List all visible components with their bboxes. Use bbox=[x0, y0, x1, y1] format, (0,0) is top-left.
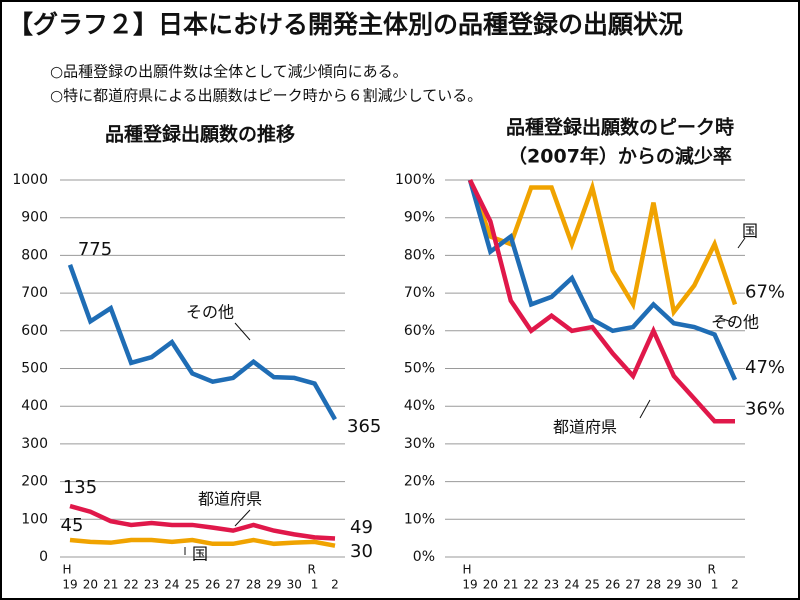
x-tick-label: 23 bbox=[544, 578, 559, 592]
era-label: R bbox=[307, 563, 315, 577]
x-tick-label: 27 bbox=[625, 578, 640, 592]
leader-line bbox=[639, 399, 651, 419]
x-tick-label: 24 bbox=[164, 578, 179, 592]
y-tick-label: 100 bbox=[21, 511, 48, 527]
x-tick-label: 29 bbox=[666, 578, 681, 592]
y-tick-label: 10% bbox=[404, 511, 435, 527]
era-label: H bbox=[62, 563, 71, 577]
series-label: 都道府県 bbox=[553, 418, 617, 437]
x-tick-label: 2 bbox=[331, 578, 339, 592]
x-tick-label: 25 bbox=[185, 578, 200, 592]
y-tick-label: 60% bbox=[404, 323, 435, 339]
chart-title: 品種登録出願数の推移 bbox=[105, 123, 295, 146]
series-line bbox=[69, 537, 336, 548]
data-label: 45 bbox=[61, 515, 84, 536]
y-tick-label: 20% bbox=[404, 474, 435, 490]
x-tick-label: 29 bbox=[266, 578, 281, 592]
y-tick-label: 700 bbox=[21, 285, 48, 301]
data-label: 36% bbox=[745, 398, 785, 419]
y-tick-label: 40% bbox=[404, 398, 435, 414]
note: ○特に都道府県による出願数はピーク時から６割減少している。 bbox=[50, 87, 482, 105]
y-tick-label: 600 bbox=[21, 323, 48, 339]
series-line bbox=[69, 503, 336, 541]
x-tick-label: 1 bbox=[311, 578, 319, 592]
x-tick-label: 21 bbox=[103, 578, 118, 592]
series-label: 都道府県 bbox=[198, 490, 262, 509]
leader-line bbox=[719, 317, 736, 324]
data-label: 67% bbox=[745, 281, 785, 302]
chart-title: （2007年）からの減少率 bbox=[508, 145, 732, 168]
y-tick-label: 200 bbox=[21, 474, 48, 490]
y-tick-label: 100% bbox=[395, 172, 435, 188]
x-tick-label: 23 bbox=[144, 578, 159, 592]
y-tick-label: 0% bbox=[413, 549, 435, 565]
x-tick-label: 2 bbox=[731, 578, 739, 592]
data-label: 47% bbox=[745, 357, 785, 378]
x-tick-label: 22 bbox=[524, 578, 539, 592]
series-label: 国 bbox=[742, 222, 758, 241]
y-tick-label: 800 bbox=[21, 247, 48, 263]
series-line bbox=[467, 179, 738, 381]
x-tick-label: 19 bbox=[462, 578, 477, 592]
x-tick-label: 27 bbox=[225, 578, 240, 592]
series-label: 国 bbox=[192, 545, 208, 564]
x-tick-label: 25 bbox=[585, 578, 600, 592]
series-line bbox=[467, 179, 738, 318]
data-label: 135 bbox=[63, 477, 97, 498]
leader-line bbox=[234, 509, 251, 527]
series-label: その他 bbox=[711, 313, 759, 332]
x-tick-label: 30 bbox=[287, 578, 302, 592]
x-tick-label: 30 bbox=[687, 578, 702, 592]
series-line bbox=[467, 179, 735, 424]
y-tick-label: 900 bbox=[21, 210, 48, 226]
x-tick-label: 28 bbox=[246, 578, 261, 592]
y-tick-label: 90% bbox=[404, 210, 435, 226]
y-tick-label: 50% bbox=[404, 361, 435, 377]
page-title: 【グラフ２】日本における開発主体別の品種登録の出願状況 bbox=[8, 10, 683, 39]
x-tick-label: 20 bbox=[483, 578, 498, 592]
y-tick-label: 1000 bbox=[12, 172, 48, 188]
y-tick-label: 70% bbox=[404, 285, 435, 301]
series-label: その他 bbox=[186, 303, 234, 322]
data-label: 775 bbox=[78, 239, 112, 260]
x-tick-label: 24 bbox=[564, 578, 579, 592]
x-tick-label: 21 bbox=[503, 578, 518, 592]
x-tick-label: 19 bbox=[62, 578, 77, 592]
leader-line bbox=[234, 322, 251, 341]
y-tick-label: 30% bbox=[404, 436, 435, 452]
y-tick-label: 300 bbox=[21, 436, 48, 452]
y-tick-label: 500 bbox=[21, 361, 48, 377]
x-tick-label: 28 bbox=[646, 578, 661, 592]
series-line bbox=[67, 264, 337, 421]
note: ○品種登録の出願件数は全体として減少傾向にある。 bbox=[50, 63, 408, 81]
y-tick-label: 0 bbox=[39, 549, 48, 565]
leader-line bbox=[737, 237, 746, 249]
x-tick-label: 26 bbox=[605, 578, 620, 592]
x-tick-label: 1 bbox=[711, 578, 719, 592]
data-label: 365 bbox=[347, 416, 381, 437]
era-label: R bbox=[707, 563, 715, 577]
data-label: 49 bbox=[350, 517, 373, 538]
x-tick-label: 22 bbox=[124, 578, 139, 592]
data-label: 30 bbox=[350, 541, 373, 562]
y-tick-label: 80% bbox=[404, 247, 435, 263]
chart-title: 品種登録出願数のピーク時 bbox=[506, 116, 734, 139]
y-tick-label: 400 bbox=[21, 398, 48, 414]
x-tick-label: 20 bbox=[83, 578, 98, 592]
x-tick-label: 26 bbox=[205, 578, 220, 592]
era-label: H bbox=[462, 563, 471, 577]
